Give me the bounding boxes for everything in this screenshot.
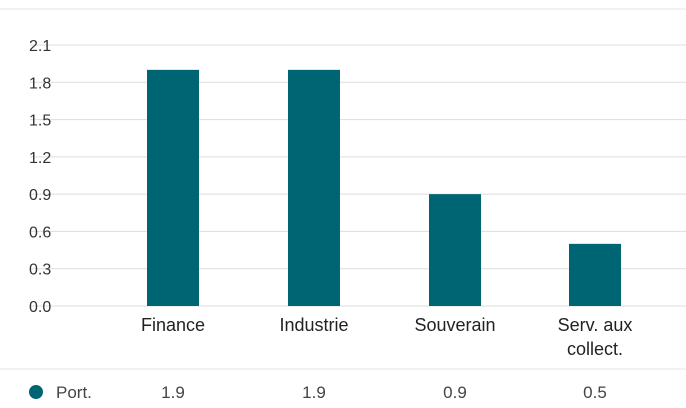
y-tick-label: 2.1 [29,38,51,55]
y-tick-label: 0.9 [29,187,51,204]
gridlines [30,44,686,307]
data-table-value: 0.5 [583,383,607,402]
bar [147,69,199,306]
y-tick-label: 1.5 [29,113,51,130]
data-table-value: 1.9 [161,383,185,402]
category-label: Serv. aux collect. [558,315,633,359]
data-table: Port. 1.9 1.9 0.9 0.5 [29,383,607,402]
y-tick-label: 1.2 [29,150,51,167]
y-tick-label: 1.8 [29,75,51,92]
bar [429,194,481,306]
bars [147,69,621,306]
category-label: Industrie [279,315,348,335]
y-tick-label: 0.0 [29,299,51,316]
bar [569,243,621,306]
y-tick-label: 0.6 [29,224,51,241]
legend-series-name: Port. [56,383,92,402]
y-tick-label: 0.3 [29,262,51,279]
data-table-value: 0.9 [443,383,467,402]
bar [288,69,340,306]
category-label: Souverain [414,315,495,335]
data-table-value: 1.9 [302,383,326,402]
category-label: Finance [141,315,205,335]
y-axis-ticks: 0.0 0.3 0.6 0.9 1.2 1.5 1.8 2.1 [29,38,51,316]
category-labels: Finance Industrie Souverain Serv. aux collec… [141,315,632,359]
legend-marker [29,385,43,399]
